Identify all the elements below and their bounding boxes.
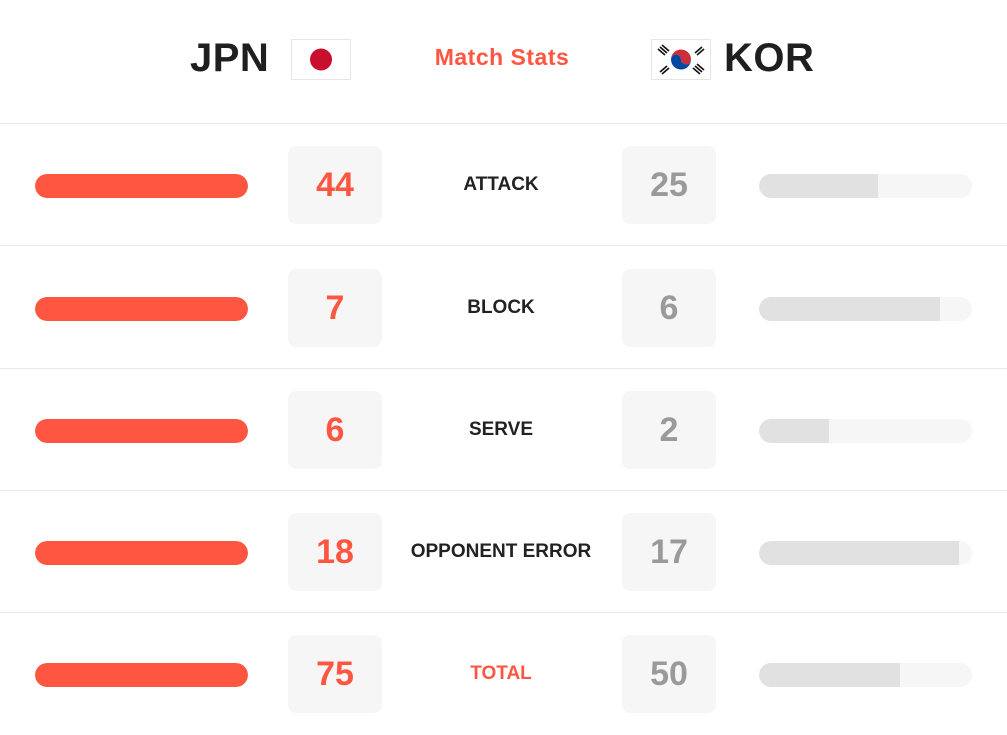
home-bar-fill bbox=[35, 663, 248, 687]
home-value: 44 bbox=[288, 146, 382, 224]
home-bar bbox=[35, 541, 248, 565]
away-value: 50 bbox=[622, 635, 716, 713]
away-team-code: KOR bbox=[724, 36, 815, 80]
home-bar bbox=[35, 419, 248, 443]
home-value: 75 bbox=[288, 635, 382, 713]
away-value: 2 bbox=[622, 391, 716, 469]
home-team-code: JPN bbox=[190, 36, 270, 80]
home-bar bbox=[35, 297, 248, 321]
home-value: 18 bbox=[288, 513, 382, 591]
away-bar bbox=[759, 663, 972, 687]
stat-row-total: 75 TOTAL 50 bbox=[0, 613, 1007, 735]
away-bar bbox=[759, 541, 972, 565]
stat-row-attack: 44 ATTACK 25 bbox=[0, 124, 1007, 246]
home-bar-fill bbox=[35, 174, 248, 198]
away-bar-fill bbox=[759, 297, 941, 321]
away-bar-fill bbox=[759, 541, 960, 565]
away-bar-fill bbox=[759, 174, 879, 198]
home-bar bbox=[35, 174, 248, 198]
away-value: 6 bbox=[622, 269, 716, 347]
home-bar-fill bbox=[35, 419, 248, 443]
south-korea-flag-icon bbox=[651, 39, 711, 80]
home-value: 7 bbox=[288, 269, 382, 347]
away-bar-fill bbox=[759, 419, 830, 443]
away-value: 17 bbox=[622, 513, 716, 591]
home-bar-fill bbox=[35, 297, 248, 321]
away-bar-fill bbox=[759, 663, 900, 687]
away-value: 25 bbox=[622, 146, 716, 224]
match-stats-title: Match Stats bbox=[434, 44, 570, 70]
japan-flag-icon bbox=[291, 39, 351, 80]
stat-row-serve: 6 SERVE 2 bbox=[0, 369, 1007, 491]
home-value: 6 bbox=[288, 391, 382, 469]
stat-label: ATTACK bbox=[463, 174, 539, 195]
match-header: JPN Match Stats KOR bbox=[0, 0, 1007, 124]
home-bar-fill bbox=[35, 541, 248, 565]
home-bar bbox=[35, 663, 248, 687]
stat-label-total: TOTAL bbox=[470, 663, 532, 684]
stat-row-block: 7 BLOCK 6 bbox=[0, 247, 1007, 369]
away-bar bbox=[759, 174, 972, 198]
stat-row-opponent-error: 18 OPPONENT ERROR 17 bbox=[0, 491, 1007, 613]
away-bar bbox=[759, 297, 972, 321]
stat-label: SERVE bbox=[468, 419, 534, 440]
stat-label: OPPONENT ERROR bbox=[410, 541, 592, 562]
away-bar bbox=[759, 419, 972, 443]
stat-label: BLOCK bbox=[467, 297, 535, 318]
